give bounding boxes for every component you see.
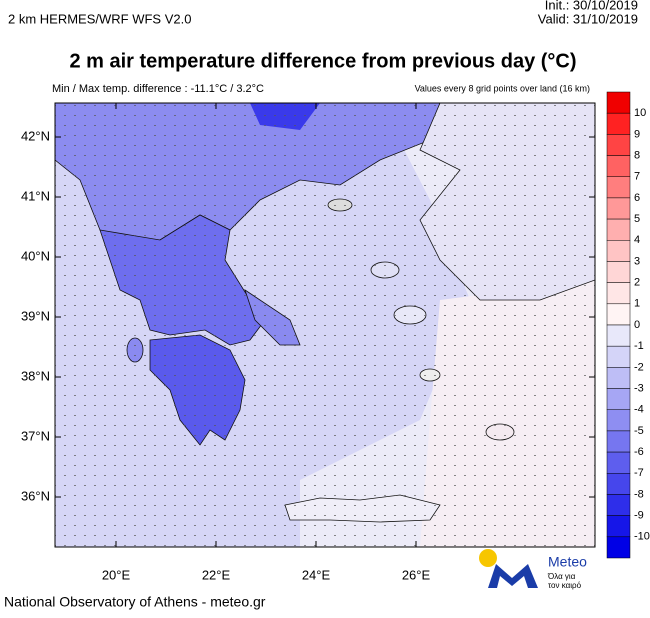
lat-label: 40°N	[21, 248, 50, 263]
logo-mark	[488, 564, 538, 588]
colorbar-box	[606, 324, 631, 347]
lon-label: 24°E	[302, 567, 331, 582]
logo-tagline: Όλα για	[547, 572, 576, 581]
lon-label: 22°E	[202, 567, 231, 582]
colorbar-box	[606, 388, 631, 410]
colorbar-box	[606, 473, 631, 495]
colorbar-label: -10	[634, 531, 650, 543]
lat-label: 42°N	[21, 128, 50, 143]
colorbar-box	[606, 261, 631, 283]
colorbar-box	[606, 197, 631, 220]
colorbar-label: 9	[634, 128, 640, 140]
lat-label: 39°N	[21, 308, 50, 323]
lon-label: 26°E	[402, 567, 431, 582]
colorbar-label: -3	[634, 382, 644, 394]
map-frame	[54, 102, 596, 548]
colorbar-label: -9	[634, 510, 644, 522]
colorbar-box	[606, 409, 631, 432]
model-name: 2 km HERMES/WRF WFS V2.0	[8, 11, 191, 26]
lat-label: 41°N	[21, 188, 50, 203]
lat-label: 37°N	[21, 428, 50, 443]
colorbar-box	[606, 515, 631, 538]
colorbar-box	[606, 367, 631, 389]
minmax-note: Min / Max temp. difference : -11.1°C / 3…	[52, 83, 264, 95]
logo-name: Meteo	[548, 554, 587, 570]
colorbar-label: -1	[634, 340, 644, 352]
colorbar-label: 8	[634, 149, 640, 161]
colorbar-box	[606, 112, 631, 135]
map-title: 2 m air temperature difference from prev…	[69, 50, 576, 72]
colorbar-label: 6	[634, 192, 640, 204]
colorbar-label: -2	[634, 361, 644, 373]
colorbar-box	[606, 303, 631, 326]
lat-label: 36°N	[21, 488, 50, 503]
colorbar-label: -5	[634, 425, 644, 437]
lat-label: 38°N	[21, 368, 50, 383]
map-area	[55, 103, 595, 547]
colorbar-box	[606, 240, 631, 262]
colorbar-box	[606, 282, 631, 305]
footer: National Observatory of Athens - meteo.g…	[4, 594, 266, 610]
colorbar-box	[606, 155, 631, 177]
valid-date: Valid: 31/10/2019	[538, 11, 638, 26]
init-date: Init.: 30/10/2019	[545, 0, 638, 12]
colorbar-label: 4	[634, 234, 640, 246]
colorbar-box	[606, 345, 631, 368]
logo-tagline: τον καιρό	[548, 581, 582, 590]
colorbar-label: -7	[634, 467, 644, 479]
colorbar-box	[606, 218, 631, 241]
grid-note: Values every 8 grid points over land (16…	[415, 83, 590, 93]
colorbar-box	[606, 91, 631, 114]
colorbar-label: -6	[634, 446, 644, 458]
colorbar-box	[606, 134, 631, 156]
colorbar-label: 10	[634, 107, 646, 119]
colorbar-box	[606, 494, 631, 516]
map-ticks: 42°N 41°N 40°N 39°N 38°N 37°N 36°N 20°E 22°E 24°E…	[21, 103, 595, 582]
colorbar-box	[606, 451, 631, 474]
colorbar-label: 3	[634, 255, 640, 267]
colorbar-label: 0	[634, 319, 640, 331]
colorbar-label: 5	[634, 213, 640, 225]
colorbar-label: 1	[634, 298, 640, 310]
colorbar-box	[606, 430, 631, 453]
colorbar-label: 2	[634, 277, 640, 289]
colorbar-box	[606, 176, 631, 199]
lon-label: 20°E	[102, 567, 131, 582]
colorbar-label: 7	[634, 171, 640, 183]
colorbar-box	[606, 536, 631, 559]
colorbar-label: -4	[634, 404, 644, 416]
colorbar-label: -8	[634, 488, 644, 500]
logo-sun	[479, 549, 497, 567]
